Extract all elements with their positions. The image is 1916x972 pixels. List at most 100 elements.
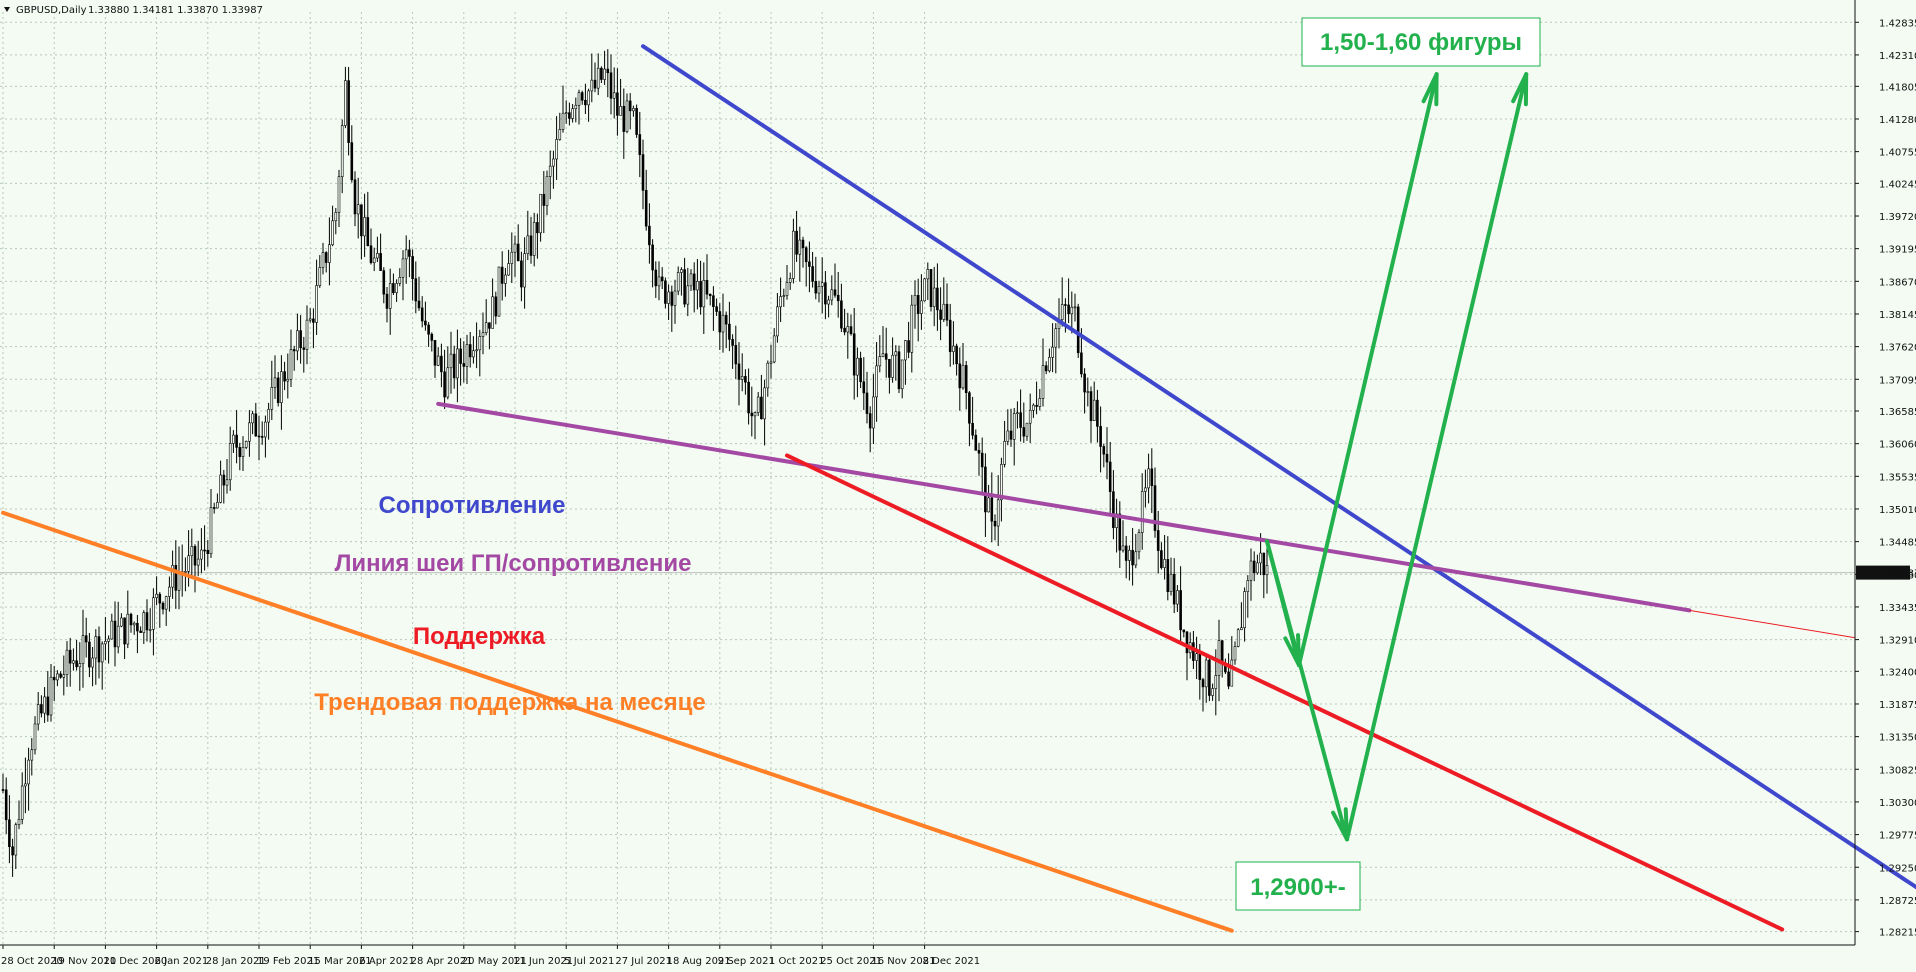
- candle-body: [590, 79, 594, 92]
- candle-body: [699, 280, 702, 308]
- candle-body: [11, 846, 14, 856]
- candle-body: [1208, 659, 1211, 696]
- candle-body: [616, 92, 619, 116]
- candle-body: [104, 641, 107, 645]
- candle-body: [174, 565, 178, 591]
- candle-body: [62, 674, 66, 678]
- candle-body: [961, 365, 965, 389]
- candle-body: [558, 129, 562, 140]
- candle-body: [683, 269, 686, 305]
- candle-body: [1048, 357, 1051, 372]
- candle-body: [411, 256, 414, 279]
- trendlines: [1, 44, 1916, 933]
- candle-body: [820, 282, 824, 287]
- candle-body: [1006, 430, 1010, 442]
- candle-body: [184, 571, 187, 573]
- candle-body: [836, 294, 840, 302]
- scenario-arrow: [1345, 72, 1529, 842]
- candle-body: [766, 362, 770, 389]
- candle-body: [248, 422, 251, 442]
- candle-body: [660, 276, 664, 282]
- price-tag: [1856, 565, 1910, 580]
- candle-body: [161, 602, 165, 610]
- candle-body: [1201, 679, 1205, 688]
- candle-body: [1054, 328, 1058, 348]
- candle-body: [731, 339, 734, 346]
- candle-body: [33, 723, 37, 751]
- candle-body: [680, 269, 683, 273]
- candle-body: [292, 349, 296, 352]
- candles: [1, 49, 1269, 877]
- symbol-label: GBPUSD,Daily: [16, 5, 87, 16]
- candle-body: [260, 436, 264, 438]
- candle-body: [875, 365, 878, 398]
- candle-body: [430, 333, 434, 341]
- candle-body: [462, 363, 466, 367]
- candle-body: [494, 296, 498, 317]
- candle-body: [472, 350, 475, 358]
- trendline: [436, 401, 1692, 613]
- candle-body: [251, 413, 254, 424]
- candle-body: [696, 280, 699, 291]
- x-tick-label: 5 Jul 2021: [564, 956, 614, 967]
- candle-body: [740, 376, 744, 380]
- candle-body: [478, 336, 482, 351]
- candle-body: [1243, 591, 1246, 629]
- candle-body: [852, 333, 856, 376]
- candle-body: [811, 266, 814, 282]
- candle-body: [8, 819, 11, 847]
- y-tick-label: 1.33435: [1879, 603, 1916, 614]
- candle-body: [24, 783, 27, 787]
- candle-body: [708, 293, 712, 297]
- candle-body: [254, 413, 258, 437]
- candle-body: [308, 318, 312, 321]
- candle-body: [241, 447, 245, 457]
- candle-body: [1265, 565, 1269, 576]
- candle-body: [1028, 409, 1032, 424]
- candle-body: [513, 243, 517, 253]
- x-tick-label: 19 Feb 2021: [257, 956, 319, 967]
- candle-body: [363, 217, 366, 237]
- candle-body: [91, 657, 94, 668]
- grid: [0, 12, 1855, 945]
- candle-body: [712, 295, 715, 307]
- candle-body: [1112, 491, 1115, 528]
- candle-body: [888, 359, 891, 378]
- candle-body: [1016, 412, 1019, 414]
- candle-body: [996, 499, 1000, 527]
- candle-body: [286, 378, 290, 382]
- candle-body: [1249, 560, 1253, 581]
- candle-body: [891, 354, 894, 378]
- candle-body: [625, 100, 629, 132]
- candle-body: [788, 278, 792, 283]
- x-tick-label: 8 Dec 2021: [923, 956, 981, 967]
- candle-body: [910, 304, 914, 353]
- candle-body: [1185, 631, 1189, 654]
- candle-body: [593, 79, 597, 89]
- candle-body: [222, 474, 226, 486]
- candle-body: [1179, 590, 1182, 631]
- x-tick-label: 1 Oct 2021: [769, 956, 824, 967]
- candle-body: [939, 309, 942, 320]
- candle-body: [168, 586, 171, 597]
- y-tick-label: 1.32400: [1879, 667, 1916, 678]
- candle-body: [321, 252, 325, 268]
- candle-body: [1172, 573, 1176, 605]
- trend-support-label: Трендовая поддержка на месяце: [314, 689, 705, 716]
- candle-body: [244, 440, 248, 448]
- candle-body: [436, 355, 440, 366]
- candle-body: [571, 108, 574, 119]
- candle-body: [1099, 426, 1102, 447]
- candle-body: [376, 253, 379, 259]
- candle-body: [1246, 580, 1250, 592]
- candle-body: [468, 344, 472, 358]
- candle-body: [264, 421, 267, 438]
- candle-body: [120, 617, 123, 627]
- candle-body: [782, 295, 786, 297]
- candle-body: [644, 190, 648, 227]
- candle-body: [840, 300, 843, 329]
- candle-body: [43, 696, 46, 714]
- candle-body: [926, 269, 930, 280]
- candle-body: [113, 620, 117, 648]
